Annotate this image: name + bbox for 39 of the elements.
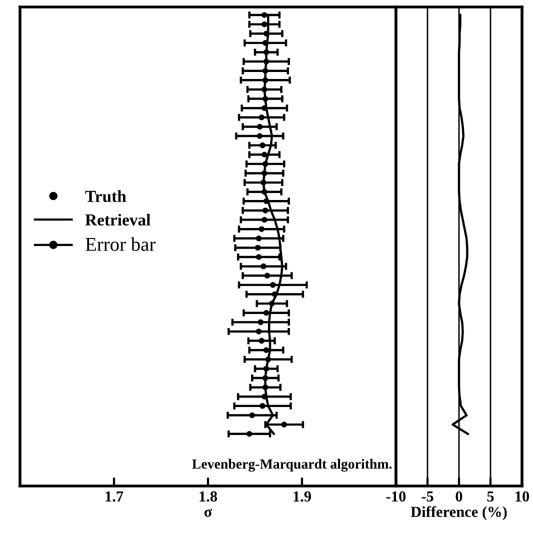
point	[260, 263, 266, 270]
point	[258, 338, 264, 344]
point	[281, 422, 288, 428]
point	[263, 347, 270, 353]
point	[264, 272, 270, 279]
point	[258, 226, 264, 232]
point	[258, 114, 264, 120]
point	[262, 216, 268, 223]
x-tick-label: -10	[386, 491, 406, 502]
point	[256, 124, 263, 130]
x-axis-title: Difference (%)	[410, 506, 507, 520]
x-tick-label: 1.7	[106, 491, 124, 502]
text: Levenberg-Marquardt algorithm.	[192, 458, 392, 472]
point	[262, 152, 268, 158]
point	[246, 430, 252, 437]
point	[254, 244, 261, 251]
point	[262, 21, 268, 28]
point	[260, 142, 266, 148]
point	[263, 310, 270, 316]
x-tick-label: 1.8	[200, 491, 218, 502]
point	[256, 328, 262, 334]
point	[260, 403, 266, 409]
x-tick-label: 0	[456, 491, 462, 502]
point	[249, 412, 256, 418]
x-tick-label: 1.9	[294, 491, 311, 502]
point	[258, 319, 264, 326]
point	[256, 133, 263, 139]
point	[270, 282, 276, 288]
legend-label: Truth	[85, 190, 126, 202]
point	[256, 236, 262, 242]
legend-label: Retrieval	[85, 214, 150, 226]
x-axis-title: σ	[204, 508, 212, 517]
x-tick-label: -5	[422, 491, 434, 502]
x-tick-label: 10	[516, 491, 530, 502]
annotation: Error bar	[86, 237, 156, 251]
point	[262, 208, 268, 214]
point	[262, 12, 268, 18]
point	[256, 254, 262, 260]
x-tick-label: 5	[487, 491, 494, 502]
